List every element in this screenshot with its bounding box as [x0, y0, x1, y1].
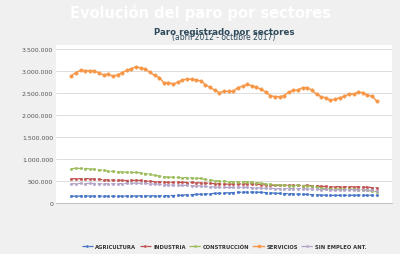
Legend: AGRICULTURA, INDUSTRIA, CONSTRUCCIÓN, SERVICIOS, SIN EMPLEO ANT.: AGRICULTURA, INDUSTRIA, CONSTRUCCIÓN, SE… [80, 242, 368, 251]
Text: Paro registrado por sectores: Paro registrado por sectores [154, 28, 294, 37]
Text: Evolución del paro por sectores: Evolución del paro por sectores [70, 5, 330, 21]
Text: (abril 2012 - octubre 2017): (abril 2012 - octubre 2017) [172, 33, 276, 42]
